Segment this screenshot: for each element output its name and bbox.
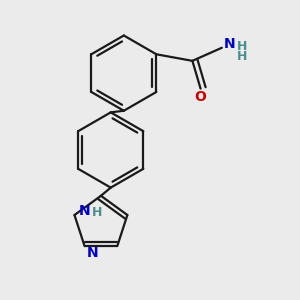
Text: H: H	[92, 206, 102, 219]
Text: H: H	[237, 50, 247, 63]
Text: H: H	[237, 40, 247, 52]
Text: N: N	[224, 37, 236, 51]
Text: N: N	[79, 204, 90, 218]
Text: O: O	[195, 90, 206, 104]
Text: N: N	[87, 246, 99, 260]
